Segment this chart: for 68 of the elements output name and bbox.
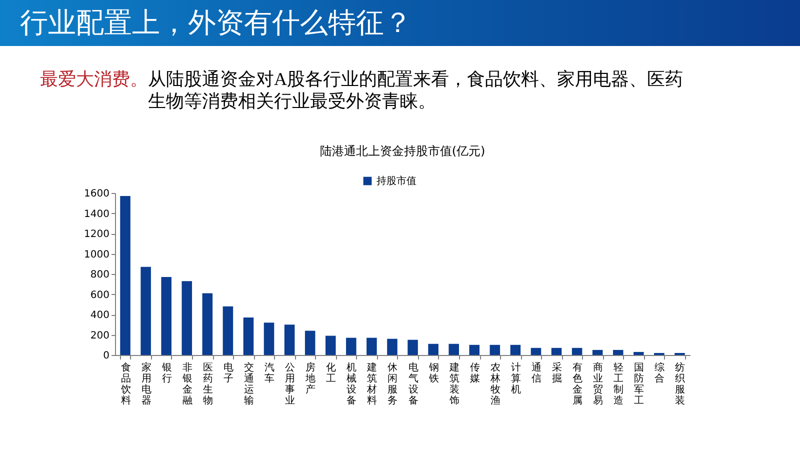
x-tick-label: 医药生物 [202,362,213,406]
bar [366,338,377,355]
x-tick-label: 化工 [326,362,336,384]
bar [551,348,562,355]
y-tick-label: 1400 [84,208,110,220]
bar [182,281,192,355]
x-tick-label: 传媒 [470,362,480,384]
bar [140,266,151,355]
x-tick-label: 食品饮料 [120,362,131,406]
x-tick-label: 商业贸易 [593,362,604,406]
x-tick-label: 休闲服务 [388,362,398,406]
bar [284,324,295,355]
bar [592,350,603,355]
x-tick-label: 建筑装饰 [448,362,460,406]
chart-title: 陆港通北上资金持股市值(亿元) [320,144,486,158]
x-tick-label: 家用电器 [141,362,152,406]
text: 行业配置上，外资有什么特征？ [20,7,412,41]
bar [490,344,500,355]
bar [572,348,582,355]
y-tick-label: 800 [90,270,110,280]
bar [304,330,316,355]
y-tick-label: 400 [90,310,110,321]
bar [264,322,274,355]
x-tick-label: 纺织服装 [675,362,686,406]
bar [161,277,172,355]
y-tick-label: 200 [90,330,110,342]
x-tick-label: 交通运输 [244,362,254,406]
x-tick-label: 机械设备 [346,362,357,406]
x-tick-label: 公用事业 [285,362,296,406]
text: 最爱大消费。 [40,68,148,90]
bar [612,350,624,355]
bar [428,344,438,355]
bar [243,318,254,355]
bar [387,338,398,355]
x-tick-label: 电子 [223,362,234,384]
bar [510,344,521,355]
bar [530,348,542,355]
x-tick-label: 综合 [654,362,665,384]
y-tick-label: 0 [103,350,110,362]
bar [634,352,644,355]
x-tick-label: 钢铁 [428,362,439,384]
bar [120,196,130,355]
x-tick-label: 电气设备 [408,362,418,406]
x-tick-label: 建筑材料 [366,362,378,406]
y-tick-label: 1600 [84,188,110,200]
x-tick-label: 汽车 [264,362,275,384]
x-tick-label: 农林牧渔 [489,362,500,406]
bar [202,293,213,355]
bar [222,306,234,355]
x-tick-label: 银行 [160,362,172,384]
x-tick-label: 采掘 [552,362,562,384]
x-tick-label: 非银金融 [181,362,192,406]
x-tick-label: 轻工制造 [614,362,624,406]
y-tick-label: 1000 [84,249,110,260]
y-tick-label: 1200 [84,229,110,240]
text: 从陆股通资金对A股各行业的配置来看，食品饮料、家用电器、医药生物等消费相关行业最受外资青睐。 [148,68,684,112]
x-tick-label: 房地产 [304,362,316,396]
bar [469,344,480,355]
legend-label: 持股市值 [376,175,416,187]
y-tick-label: 600 [90,290,110,301]
x-tick-label: 有色金属 [572,362,583,406]
bar [448,344,459,355]
x-tick-label: 国防军工 [634,362,644,406]
x-tick-label: 通信 [531,362,542,384]
bar [346,338,356,355]
x-tick-label: 计算机 [510,362,521,396]
bar [325,336,336,355]
bar [408,340,418,355]
